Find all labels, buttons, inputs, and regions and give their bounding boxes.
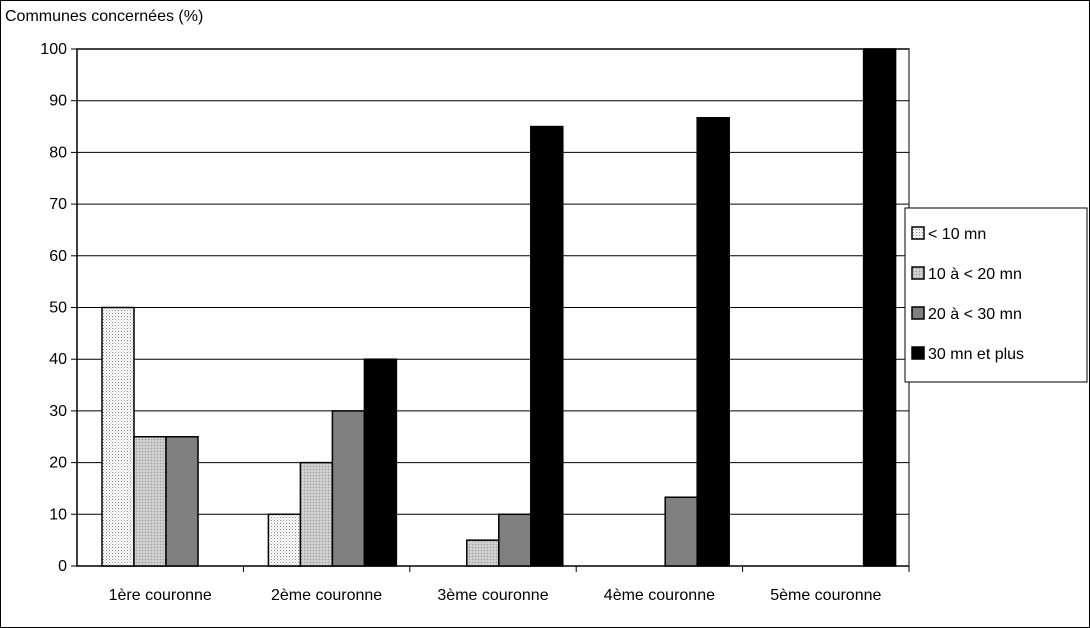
y-tick-label: 80 <box>49 144 67 161</box>
bar <box>498 513 532 567</box>
legend-swatch <box>911 306 925 320</box>
bar <box>696 117 730 567</box>
legend-label: 20 à < 30 mn <box>928 306 1022 323</box>
y-axis-title: Communes concernées (%) <box>5 8 203 25</box>
y-tick-label: 50 <box>49 300 67 317</box>
bar <box>331 410 366 567</box>
legend-box <box>904 207 1088 383</box>
legend-swatch <box>911 346 925 360</box>
x-tick-label: 5ème couronne <box>770 587 881 604</box>
bar <box>165 436 199 567</box>
legend-label: 30 mn et plus <box>928 346 1024 363</box>
bar <box>101 306 135 567</box>
legend-label: < 10 mn <box>928 226 986 243</box>
plot-area: 0 10 20 30 40 50 60 70 80 90 100 1ère couronne 2ème … <box>40 41 910 604</box>
x-tick-label: 4ème couronne <box>604 587 715 604</box>
bar <box>862 48 897 567</box>
y-tick-label: 90 <box>49 93 67 110</box>
y-tick-label: 100 <box>40 41 67 58</box>
y-tick-label: 40 <box>49 351 67 368</box>
bar <box>267 513 302 567</box>
bar <box>530 125 564 567</box>
legend: < 10 mn 10 à < 20 mn 20 à < 30 mn 30 mn et … <box>904 207 1088 383</box>
bar <box>466 539 500 567</box>
y-tick-label: 70 <box>49 196 67 213</box>
y-tick-label: 20 <box>49 455 67 472</box>
legend-swatch <box>911 266 925 280</box>
bar <box>299 461 334 567</box>
legend-label: 10 à < 20 mn <box>928 266 1022 283</box>
x-tick-label: 2ème couronne <box>271 587 382 604</box>
y-tick-label: 10 <box>49 506 67 523</box>
bar <box>664 496 698 567</box>
y-tick-label: 0 <box>58 558 67 575</box>
y-tick-label: 60 <box>49 248 67 265</box>
bar <box>363 358 398 567</box>
y-tick-label: 30 <box>49 403 67 420</box>
bar <box>133 436 167 567</box>
x-tick-label: 3ème couronne <box>437 587 548 604</box>
x-tick-label: 1ère couronne <box>109 587 212 604</box>
legend-swatch <box>911 226 925 240</box>
